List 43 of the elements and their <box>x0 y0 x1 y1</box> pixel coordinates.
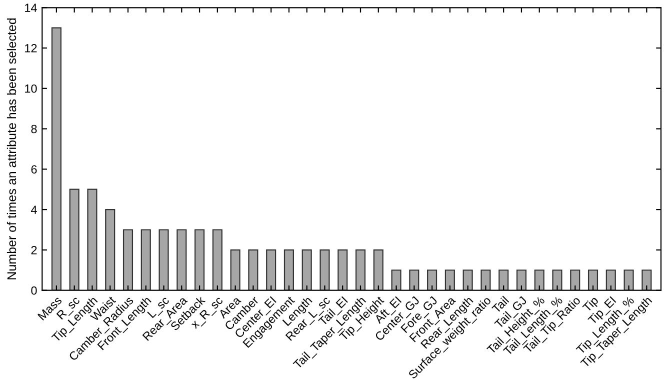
bar <box>176 229 187 290</box>
bar <box>230 249 240 290</box>
bar <box>534 270 544 290</box>
bar <box>355 249 366 290</box>
bar <box>248 249 258 290</box>
y-tick-label: 14 <box>25 4 37 12</box>
bar <box>516 270 526 290</box>
y-tick-label: 12 <box>25 44 37 52</box>
bar <box>87 188 98 290</box>
bar <box>480 270 491 290</box>
y-tick-label: 6 <box>31 165 37 174</box>
bar <box>373 249 384 290</box>
bar <box>391 270 402 290</box>
bar <box>266 249 276 290</box>
bar <box>140 229 151 290</box>
bar <box>606 270 616 290</box>
bar <box>212 229 222 290</box>
bar <box>338 249 348 290</box>
y-tick-label: 4 <box>30 206 37 214</box>
bar <box>284 249 294 290</box>
bar <box>642 270 652 290</box>
bar <box>444 270 455 290</box>
bar <box>427 270 438 290</box>
bar <box>588 270 598 290</box>
bar <box>69 188 80 290</box>
bar <box>462 270 473 290</box>
bar <box>158 229 169 290</box>
bar <box>570 270 580 290</box>
bar <box>552 270 562 290</box>
y-tick-label: 8 <box>31 124 37 134</box>
bar <box>122 229 134 290</box>
y-tick-label: 2 <box>31 246 37 254</box>
bar <box>409 270 420 290</box>
bar <box>194 229 205 290</box>
bar <box>51 27 62 290</box>
y-tick-label: 0 <box>31 286 37 295</box>
bar <box>302 249 312 290</box>
y-axis-title: Number of times an attribute has been selected <box>6 18 16 280</box>
bar <box>320 249 330 290</box>
y-tick-label: 10 <box>25 84 37 93</box>
bar <box>624 270 634 290</box>
bar <box>105 209 116 290</box>
bar <box>498 270 509 290</box>
